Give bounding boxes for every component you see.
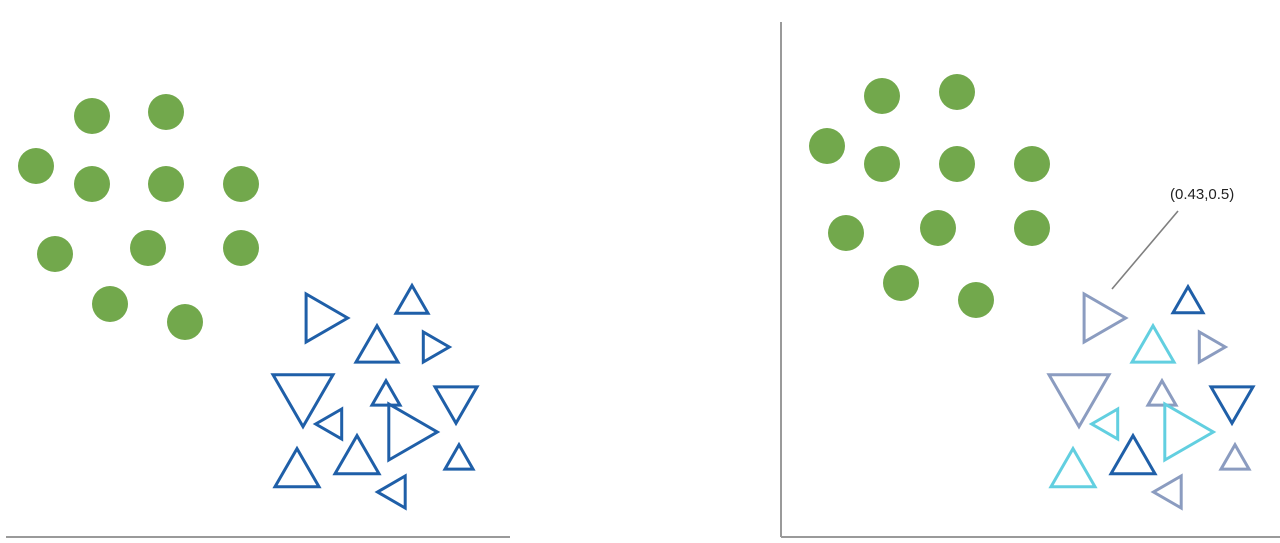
blue-triangle <box>369 377 403 407</box>
green-circle <box>939 146 975 182</box>
blue-triangle <box>304 291 351 345</box>
green-circle <box>167 304 203 340</box>
green-circle <box>223 166 259 202</box>
blue-triangle <box>421 329 453 365</box>
left-triangle-cluster <box>270 282 480 511</box>
blue-triangle <box>312 406 344 442</box>
green-circle <box>920 210 956 246</box>
triangle <box>1218 441 1252 471</box>
triangle <box>1046 373 1112 430</box>
right-circle-cluster <box>809 74 1050 318</box>
green-circle <box>223 230 259 266</box>
green-circle <box>1014 146 1050 182</box>
green-circle <box>809 128 845 164</box>
green-circle <box>130 230 166 266</box>
triangle <box>1082 291 1129 345</box>
left-circle-cluster <box>18 94 259 340</box>
blue-triangle <box>442 441 476 471</box>
green-circle <box>148 94 184 130</box>
annotation-label: (0.43,0.5) <box>1170 186 1234 203</box>
blue-triangle <box>270 373 336 430</box>
blue-triangle <box>393 282 431 315</box>
triangle <box>1108 432 1158 476</box>
green-circle <box>828 215 864 251</box>
green-circle <box>18 148 54 184</box>
triangle <box>1208 385 1256 427</box>
triangle <box>1145 377 1179 407</box>
green-circle <box>958 282 994 318</box>
triangle <box>1048 445 1098 489</box>
triangle <box>1088 406 1120 442</box>
green-circle <box>1014 210 1050 246</box>
green-circle <box>74 166 110 202</box>
right-triangle-cluster <box>1046 283 1256 511</box>
green-circle <box>883 265 919 301</box>
triangle <box>1150 473 1183 511</box>
green-circle <box>864 78 900 114</box>
left-scatter-panel <box>6 94 510 538</box>
blue-triangle <box>332 432 382 476</box>
triangle <box>1129 322 1177 364</box>
blue-triangle <box>272 445 322 489</box>
green-circle <box>37 236 73 272</box>
green-circle <box>939 74 975 110</box>
blue-triangle <box>387 401 441 463</box>
triangle <box>1163 401 1217 463</box>
blue-triangle <box>374 473 407 511</box>
green-circle <box>148 166 184 202</box>
blue-triangle <box>353 322 401 364</box>
right-scatter-panel: (0.43,0.5) <box>780 22 1280 538</box>
green-circle <box>92 286 128 322</box>
triangle <box>1197 329 1229 365</box>
blue-triangle <box>432 385 480 427</box>
green-circle <box>74 98 110 134</box>
green-circle <box>864 146 900 182</box>
annotation-leader-line <box>1111 210 1179 290</box>
triangle <box>1170 283 1206 315</box>
